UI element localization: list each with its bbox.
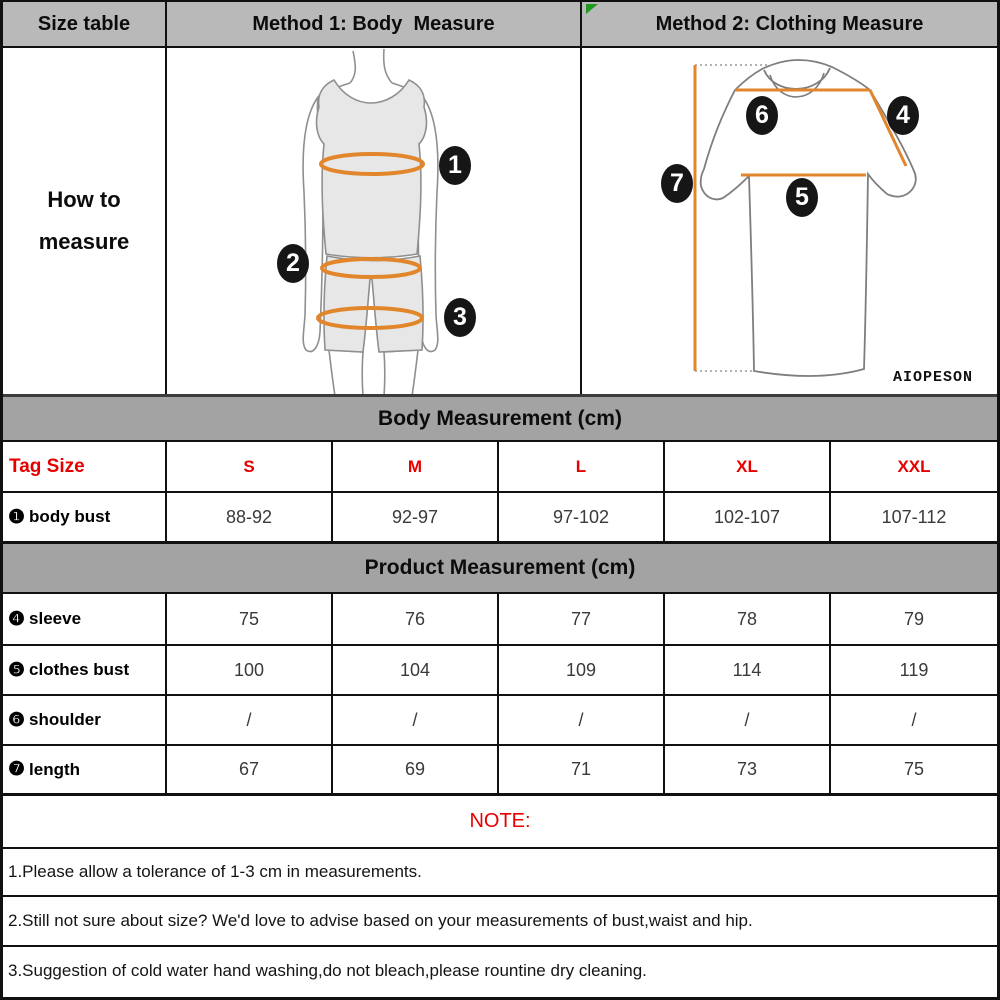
row-label-text: shoulder [29, 710, 101, 729]
size-header-row: Tag Size S M L XL XXL [3, 442, 997, 493]
marker-7-length: 7 [661, 164, 693, 203]
size-col-l: L [499, 442, 665, 491]
circled-5-icon: ❺ [8, 659, 26, 681]
length-m: 69 [333, 746, 499, 793]
body-bust-l: 97-102 [499, 493, 665, 541]
size-col-m: M [333, 442, 499, 491]
marker-3-hip: 3 [444, 298, 476, 337]
green-flag-mark [586, 4, 598, 14]
note-row-2: 2.Still not sure about size? We'd love t… [3, 897, 997, 947]
table-row-length: ❼ length 67 69 71 73 75 [3, 746, 997, 796]
circled-7-icon: ❼ [8, 759, 26, 780]
clothes-bust-m: 104 [333, 646, 499, 694]
row-label-text: body bust [29, 507, 111, 526]
note-title: NOTE: [469, 810, 531, 832]
marker-5-bust: 5 [786, 178, 818, 217]
row-label-text: length [29, 759, 81, 779]
row-label-length: ❼ length [3, 746, 167, 793]
marker-1-bust: 1 [439, 146, 471, 185]
how-to-measure-cell: How to measure [3, 48, 167, 394]
method1-title: Method 1: Body Measure [167, 2, 582, 46]
clothes-bust-s: 100 [167, 646, 333, 694]
shoulder-xl: / [665, 696, 831, 744]
product-measurement-header: Product Measurement (cm) [3, 544, 997, 594]
size-table-title: Size table [3, 2, 167, 46]
shoulder-l: / [499, 696, 665, 744]
length-l: 71 [499, 746, 665, 793]
circled-6-icon: ❻ [8, 709, 26, 731]
body-measurement-header: Body Measurement (cm) [3, 397, 997, 442]
table-row-sleeve: ❹ sleeve 75 76 77 78 79 [3, 594, 997, 646]
sleeve-xxl: 79 [903, 608, 925, 629]
circled-1-icon: ❶ [8, 506, 26, 528]
brand-label: AIOPESON [892, 369, 973, 386]
note-3: 3.Suggestion of cold water hand washing,… [8, 960, 647, 980]
row-label-sleeve: ❹ sleeve [3, 594, 167, 644]
sleeve-s: 75 [167, 594, 333, 644]
size-col-s: S [167, 442, 333, 491]
size-col-xl: XL [665, 442, 831, 491]
row-label-text: clothes bust [29, 660, 130, 679]
sleeve-m: 76 [333, 594, 499, 644]
body-bust-xl: 102-107 [665, 493, 831, 541]
body-bust-s: 88-92 [167, 493, 333, 541]
shoulder-xxl: / [911, 709, 917, 730]
clothes-bust-xxl: 119 [899, 659, 929, 680]
shoulder-m: / [333, 696, 499, 744]
note-row-3: 3.Suggestion of cold water hand washing,… [3, 947, 997, 994]
shoulder-s: / [167, 696, 333, 744]
row-label-text: sleeve [29, 609, 82, 628]
clothing-measure-diagram: 6 4 5 7 AIOPESON [582, 48, 997, 394]
length-s: 67 [167, 746, 333, 793]
clothes-bust-xl: 114 [665, 646, 831, 694]
circled-4-icon: ❹ [8, 608, 26, 630]
body-bust-m: 92-97 [333, 493, 499, 541]
sleeve-xl: 78 [665, 594, 831, 644]
body-measure-diagram: 1 2 3 [167, 48, 582, 394]
row-label-clothes-bust: ❺ clothes bust [3, 646, 167, 694]
marker-2-waist: 2 [277, 244, 309, 283]
length-xxl: 75 [903, 759, 925, 779]
tag-size-header: Tag Size [3, 442, 167, 491]
method2-title: Method 2: Clothing Measure [655, 12, 924, 35]
table-row-body-bust: ❶ body bust 88-92 92-97 97-102 102-107 1… [3, 493, 997, 544]
note-2: 2.Still not sure about size? We'd love t… [8, 911, 753, 930]
size-col-xxl: XXL [897, 456, 931, 476]
row-label-shoulder: ❻ shoulder [3, 696, 167, 744]
how-to-measure-line1: How to [47, 187, 121, 212]
body-measurement-title: Body Measurement (cm) [378, 406, 622, 430]
note-row-1: 1.Please allow a tolerance of 1-3 cm in … [3, 849, 997, 897]
length-xl: 73 [665, 746, 831, 793]
sleeve-l: 77 [499, 594, 665, 644]
illustration-row: How to measure [3, 48, 997, 397]
clothes-bust-l: 109 [499, 646, 665, 694]
tshirt-illustration [693, 58, 917, 377]
how-to-measure-line2: measure [38, 229, 130, 254]
body-bust-xxl: 107-112 [881, 506, 947, 527]
note-1: 1.Please allow a tolerance of 1-3 cm in … [8, 862, 422, 881]
body-figure-illustration [302, 48, 439, 394]
product-measurement-title: Product Measurement (cm) [364, 556, 636, 579]
row-label-body-bust: ❶ body bust [3, 493, 167, 541]
note-title-row: NOTE: [3, 796, 997, 849]
title-row: Size table Method 1: Body Measure Method… [3, 2, 997, 48]
marker-6-shoulder: 6 [746, 96, 778, 135]
table-row-shoulder: ❻ shoulder / / / / / [3, 696, 997, 746]
marker-4-sleeve: 4 [887, 96, 919, 135]
table-row-clothes-bust: ❺ clothes bust 100 104 109 114 119 [3, 646, 997, 696]
